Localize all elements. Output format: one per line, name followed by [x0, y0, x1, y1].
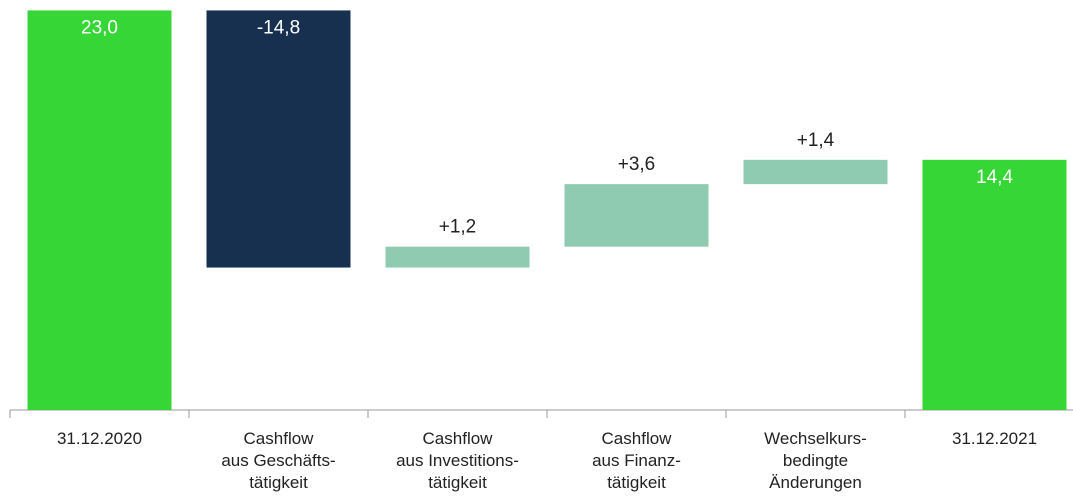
x-tick-label: 31.12.2020: [56, 429, 143, 448]
x-tick-label: Cashflow aus Finanz- tätigkeit: [592, 429, 681, 492]
value-label: +1,4: [797, 130, 835, 151]
x-tick-label: 31.12.2021: [951, 429, 1038, 448]
x-tick-label: Cashflow aus Geschäfts- tätigkeit: [221, 429, 336, 492]
bar: [385, 246, 530, 268]
value-label: 23,0: [81, 17, 118, 38]
bar: [206, 10, 351, 268]
value-label: +1,2: [439, 217, 477, 238]
x-tick-label: Cashflow aus Investitions- tätigkeit: [396, 429, 519, 492]
value-label: -14,8: [257, 17, 300, 38]
bar: [27, 10, 172, 410]
bar: [564, 184, 709, 247]
bar: [743, 159, 888, 185]
bar: [922, 159, 1067, 410]
value-label: 14,4: [976, 167, 1013, 188]
x-tick-label: Wechselkurs- bedingte Änderungen: [764, 429, 867, 492]
value-label: +3,6: [618, 154, 656, 175]
